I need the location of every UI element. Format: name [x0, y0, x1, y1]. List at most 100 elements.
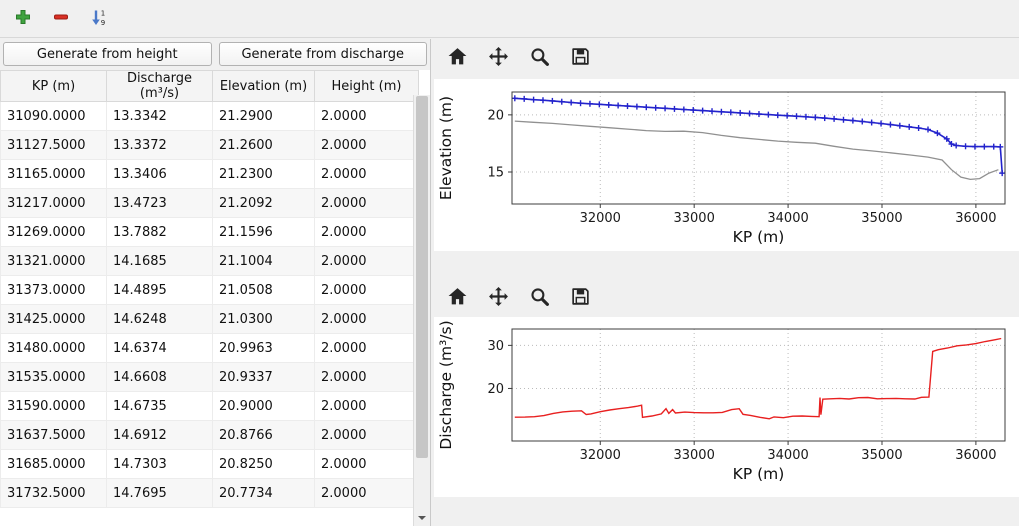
- table-cell[interactable]: 2.0000: [314, 246, 419, 276]
- table-cell[interactable]: 14.7303: [106, 449, 213, 479]
- table-cell[interactable]: 31269.0000: [0, 217, 107, 247]
- table-row[interactable]: 31425.0000 14.6248 21.0300 2.0000: [0, 304, 419, 334]
- table-cell[interactable]: 21.1596: [212, 217, 315, 247]
- home-button[interactable]: [442, 43, 472, 73]
- table-cell[interactable]: 21.0300: [212, 304, 315, 334]
- table-cell[interactable]: 20.8766: [212, 420, 315, 450]
- table-cell[interactable]: 31685.0000: [0, 449, 107, 479]
- table-row[interactable]: 31373.0000 14.4895 21.0508 2.0000: [0, 275, 419, 305]
- table-cell[interactable]: 20.8250: [212, 449, 315, 479]
- table-cell[interactable]: 21.2092: [212, 188, 315, 218]
- table-cell[interactable]: 2.0000: [314, 391, 419, 421]
- pan-button[interactable]: [483, 283, 513, 313]
- table-row[interactable]: 31685.0000 14.7303 20.8250 2.0000: [0, 449, 419, 479]
- table-cell[interactable]: 13.3406: [106, 159, 213, 189]
- pan-button[interactable]: [483, 43, 513, 73]
- table-cell[interactable]: 31217.0000: [0, 188, 107, 218]
- table-cell[interactable]: 20.9963: [212, 333, 315, 363]
- column-header-2[interactable]: Elevation (m): [212, 70, 315, 102]
- table-cell[interactable]: 2.0000: [314, 449, 419, 479]
- table-row[interactable]: 31127.5000 13.3372 21.2600 2.0000: [0, 130, 419, 160]
- table-cell[interactable]: 2.0000: [314, 217, 419, 247]
- table-row[interactable]: 31480.0000 14.6374 20.9963 2.0000: [0, 333, 419, 363]
- table-cell[interactable]: 21.2300: [212, 159, 315, 189]
- table-row[interactable]: 31637.5000 14.6912 20.8766 2.0000: [0, 420, 419, 450]
- table-cell[interactable]: 21.2900: [212, 101, 315, 131]
- sort-rows-button[interactable]: 1 9: [85, 5, 113, 33]
- add-row-button[interactable]: [9, 5, 37, 33]
- table-cell[interactable]: 14.6912: [106, 420, 213, 450]
- table-cell[interactable]: 31373.0000: [0, 275, 107, 305]
- generate-from-discharge-button[interactable]: Generate from discharge: [218, 42, 427, 66]
- table-cell[interactable]: 14.6248: [106, 304, 213, 334]
- table-cell[interactable]: 31165.0000: [0, 159, 107, 189]
- table-cell[interactable]: 13.4723: [106, 188, 213, 218]
- discharge-chart[interactable]: 32000 33000 34000 35000 36000 20 30 KP (m) Disch…: [434, 317, 1019, 497]
- table-row[interactable]: 31269.0000 13.7882 21.1596 2.0000: [0, 217, 419, 247]
- scrollbar-thumb[interactable]: [416, 96, 428, 459]
- x-tick-label: 34000: [767, 211, 808, 226]
- table-cell[interactable]: 20.9000: [212, 391, 315, 421]
- elevation-chart[interactable]: 32000 33000 34000 35000 36000 15 20 KP (m) Eleva…: [434, 79, 1019, 251]
- table-row[interactable]: 31090.0000 13.3342 21.2900 2.0000: [0, 101, 419, 131]
- table-cell[interactable]: 21.1004: [212, 246, 315, 276]
- table-cell[interactable]: 21.0508: [212, 275, 315, 305]
- table-cell[interactable]: 2.0000: [314, 420, 419, 450]
- table-scrollbar[interactable]: [413, 95, 430, 526]
- save-figure-button[interactable]: [565, 283, 595, 313]
- table-cell[interactable]: 2.0000: [314, 333, 419, 363]
- remove-row-button[interactable]: [47, 5, 75, 33]
- plot-area[interactable]: [512, 92, 1005, 204]
- table-cell[interactable]: 2.0000: [314, 275, 419, 305]
- table-cell[interactable]: 14.4895: [106, 275, 213, 305]
- table-cell[interactable]: 2.0000: [314, 304, 419, 334]
- home-button[interactable]: [442, 283, 472, 313]
- table-row[interactable]: 31321.0000 14.1685 21.1004 2.0000: [0, 246, 419, 276]
- table-cell[interactable]: 13.3372: [106, 130, 213, 160]
- table-row[interactable]: 31732.5000 14.7695 20.7734 2.0000: [0, 478, 419, 508]
- column-header-1[interactable]: Discharge (m³/s): [106, 70, 213, 102]
- table-cell[interactable]: 13.7882: [106, 217, 213, 247]
- zoom-button[interactable]: [524, 43, 554, 73]
- table-cell[interactable]: 2.0000: [314, 159, 419, 189]
- plot-area[interactable]: [512, 329, 1005, 441]
- table-cell[interactable]: 2.0000: [314, 362, 419, 392]
- table-cell[interactable]: 2.0000: [314, 478, 419, 508]
- generate-from-height-button[interactable]: Generate from height: [3, 42, 212, 66]
- table-cell[interactable]: 2.0000: [314, 130, 419, 160]
- generate-buttons-row: Generate from height Generate from disch…: [0, 39, 430, 70]
- table-row[interactable]: 31165.0000 13.3406 21.2300 2.0000: [0, 159, 419, 189]
- table-cell[interactable]: 2.0000: [314, 188, 419, 218]
- table-cell[interactable]: 31425.0000: [0, 304, 107, 334]
- zoom-button[interactable]: [524, 283, 554, 313]
- table-cell[interactable]: 31590.0000: [0, 391, 107, 421]
- table-cell[interactable]: 31732.5000: [0, 478, 107, 508]
- table-cell[interactable]: 13.3342: [106, 101, 213, 131]
- save-figure-button[interactable]: [565, 43, 595, 73]
- table-cell[interactable]: 20.9337: [212, 362, 315, 392]
- table-cell[interactable]: 14.6374: [106, 333, 213, 363]
- table-cell[interactable]: 21.2600: [212, 130, 315, 160]
- table-row[interactable]: 31535.0000 14.6608 20.9337 2.0000: [0, 362, 419, 392]
- table-cell[interactable]: 20.7734: [212, 478, 315, 508]
- table-cell[interactable]: 14.1685: [106, 246, 213, 276]
- table-cell[interactable]: 14.7695: [106, 478, 213, 508]
- table-cell[interactable]: 14.6608: [106, 362, 213, 392]
- y-tick-label: 30: [487, 339, 504, 354]
- table-cell[interactable]: 31535.0000: [0, 362, 107, 392]
- table-cell[interactable]: 2.0000: [314, 101, 419, 131]
- column-header-3[interactable]: Height (m): [314, 70, 419, 102]
- column-header-0[interactable]: KP (m): [0, 70, 107, 102]
- table-cell[interactable]: 31480.0000: [0, 333, 107, 363]
- table-cell[interactable]: 14.6735: [106, 391, 213, 421]
- elevation-figure: 32000 33000 34000 35000 36000 15 20 KP (m) Eleva…: [434, 79, 1019, 251]
- table-row[interactable]: 31217.0000 13.4723 21.2092 2.0000: [0, 188, 419, 218]
- table-cell[interactable]: 31090.0000: [0, 101, 107, 131]
- series-discharge: [514, 337, 1002, 420]
- table-row[interactable]: 31590.0000 14.6735 20.9000 2.0000: [0, 391, 419, 421]
- scrollbar-down-arrow[interactable]: [414, 510, 430, 526]
- table-cell[interactable]: 31637.5000: [0, 420, 107, 450]
- table-cell[interactable]: 31321.0000: [0, 246, 107, 276]
- table-cell[interactable]: 31127.5000: [0, 130, 107, 160]
- elevation-plot-toolbar: [442, 41, 595, 75]
